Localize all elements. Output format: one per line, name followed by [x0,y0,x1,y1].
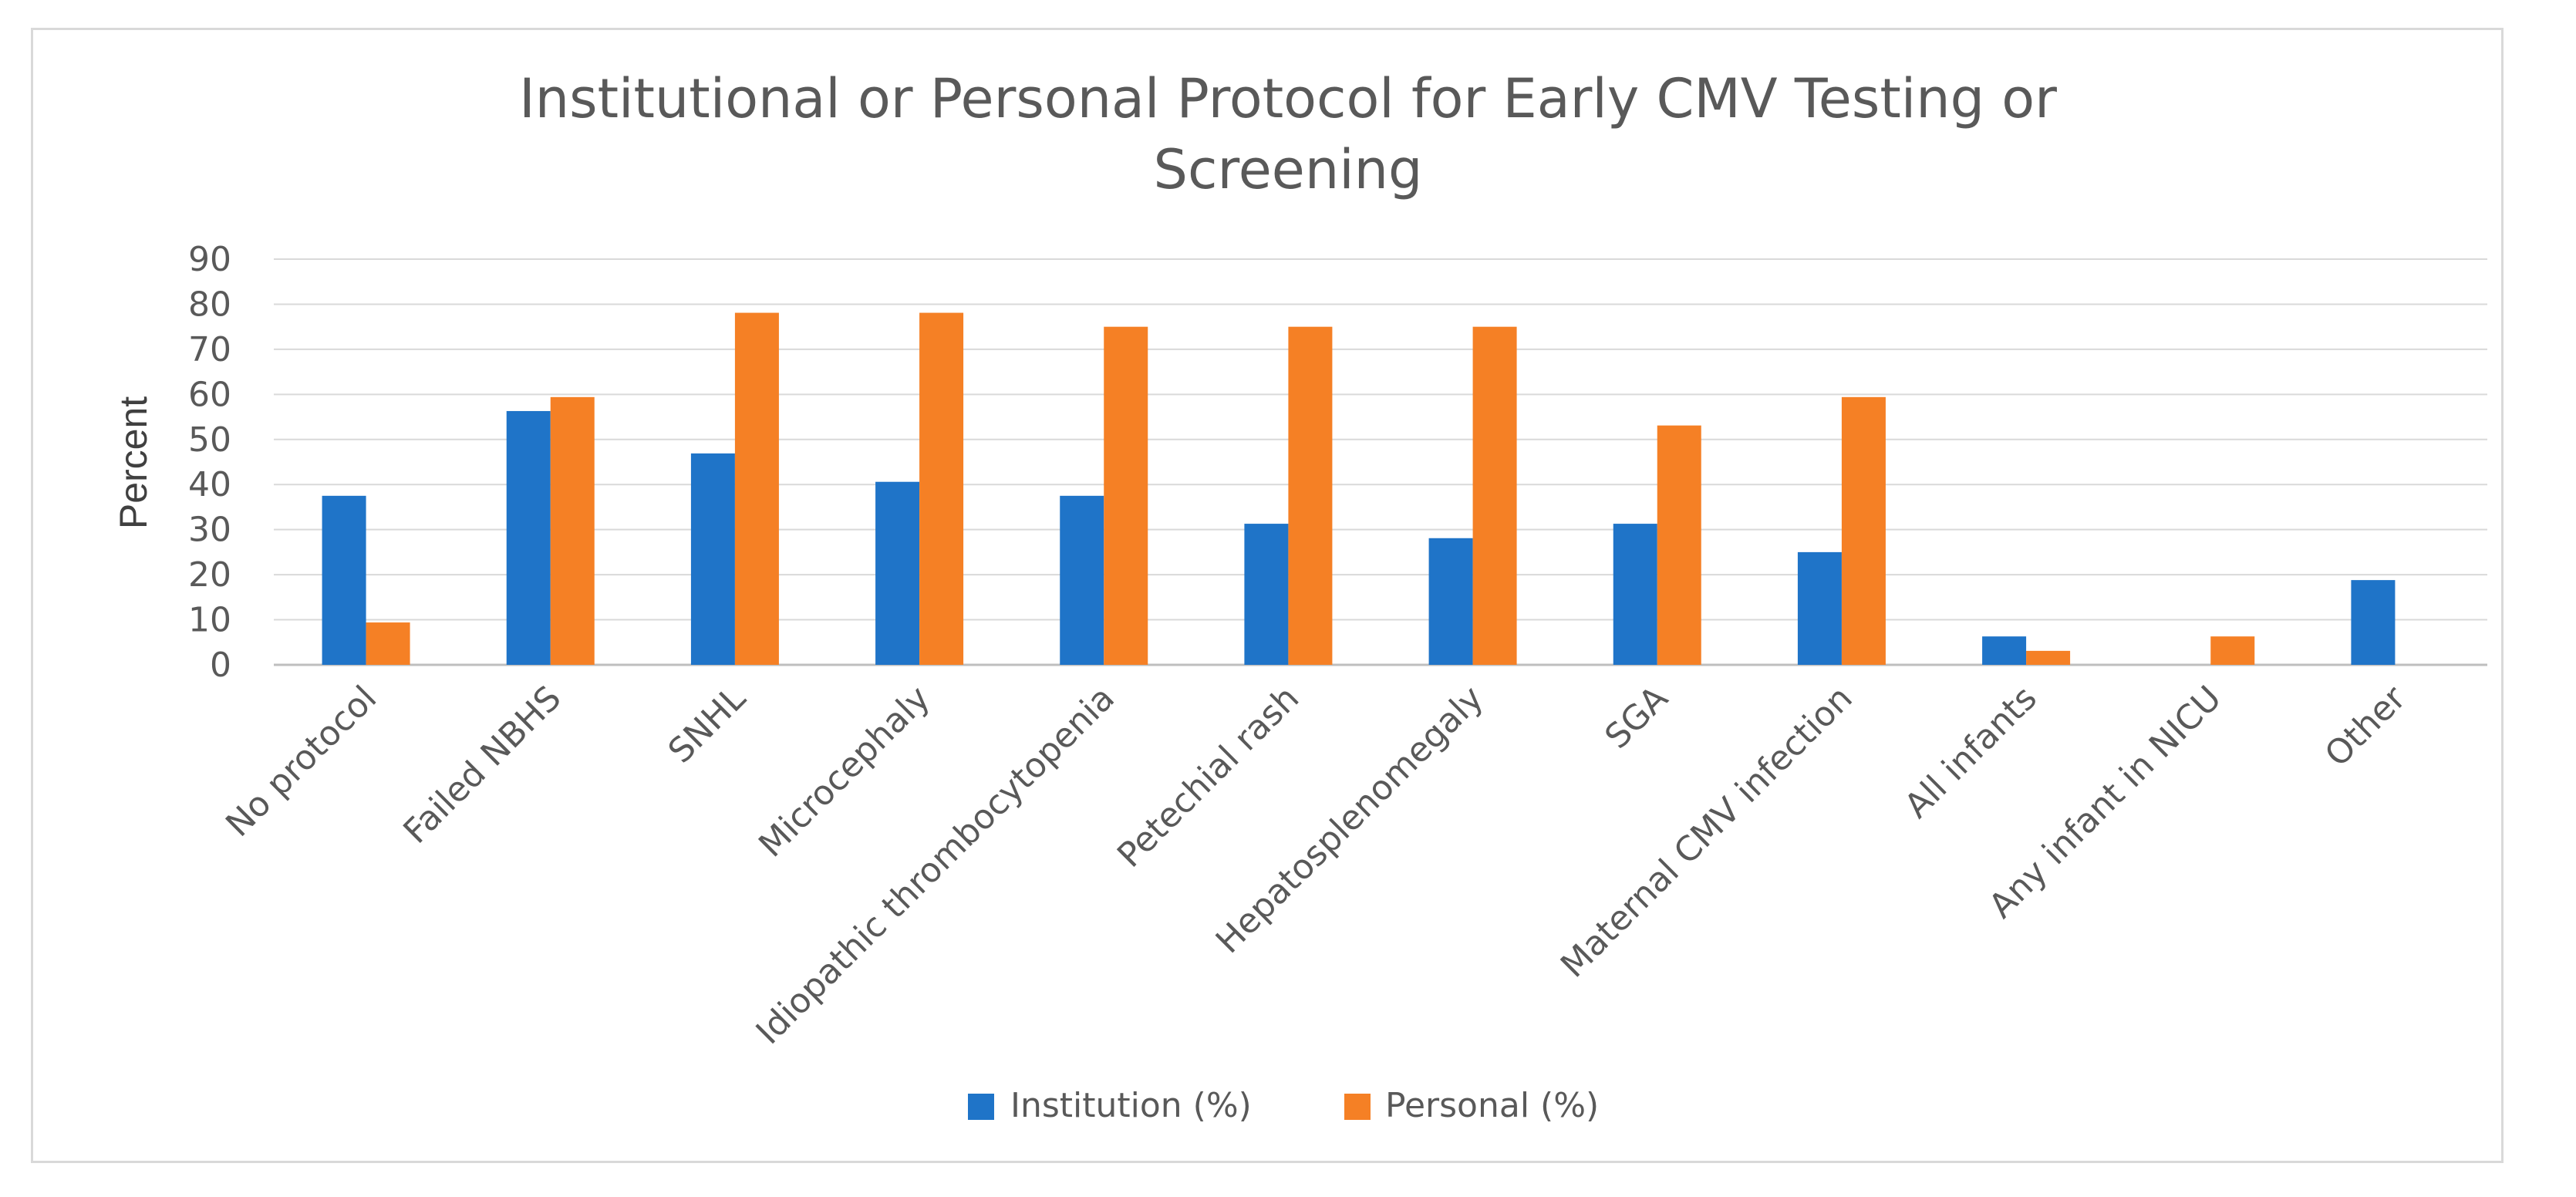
bar-personal [1657,425,1701,665]
bar-personal [550,396,595,665]
bar-personal [1841,396,1886,665]
y-tick-label: 0 [210,646,231,685]
bar-institution [506,410,551,665]
bar-institution [875,481,920,665]
bar-personal [2210,636,2255,665]
bar-institution [1797,551,1842,665]
bar-personal [1104,326,1148,665]
legend-swatch-personal [1344,1094,1371,1120]
x-tick-label: Idiopathic thrombocytopenia [749,679,1122,1052]
y-tick-label: 50 [188,420,231,460]
x-tick-label: Petechial rash [1110,679,1307,875]
x-tick-label: Microcephaly [751,679,938,865]
y-tick-label: 30 [188,511,231,550]
bar-institution [1060,495,1104,665]
x-tick-label: SGA [1597,679,1675,757]
x-tick-label: Failed NBHS [396,679,569,851]
bar-personal [366,622,410,665]
bar-personal [919,312,964,665]
bar-institution [1613,524,1657,665]
y-tick-label: 80 [188,285,231,324]
x-tick-label: No protocol [218,679,384,845]
bar-personal [1288,326,1333,665]
x-tick-label: Maternal CMV infection [1553,679,1860,986]
chart-title-line-2: Screening [1154,138,1423,201]
legend-label-institution: Institution (%) [1010,1086,1252,1125]
legend-swatch-institution [968,1094,994,1120]
y-axis-label: Percent [112,396,155,529]
bar-personal [1472,326,1517,665]
y-tick-label: 60 [188,375,231,414]
x-tick-label: All infants [1897,679,2045,826]
bar-institution [2351,580,2396,665]
bar-institution [1244,524,1289,665]
legend-label-personal: Personal (%) [1385,1086,1599,1125]
y-tick-label: 20 [188,555,231,595]
bar-institution [1982,636,2027,665]
bar-institution [1428,538,1473,665]
bar-institution [322,495,366,665]
chart-title-line-1: Institutional or Personal Protocol for E… [519,67,2057,130]
x-tick-label: Other [2318,678,2414,774]
bar-institution [690,453,735,665]
bar-personal [734,312,779,665]
y-tick-label: 40 [188,465,231,504]
x-tick-label: SNHL [661,678,754,770]
bar-personal [2026,650,2071,665]
y-tick-label: 90 [188,240,231,279]
y-tick-label: 70 [188,330,231,369]
y-tick-label: 10 [188,601,231,640]
